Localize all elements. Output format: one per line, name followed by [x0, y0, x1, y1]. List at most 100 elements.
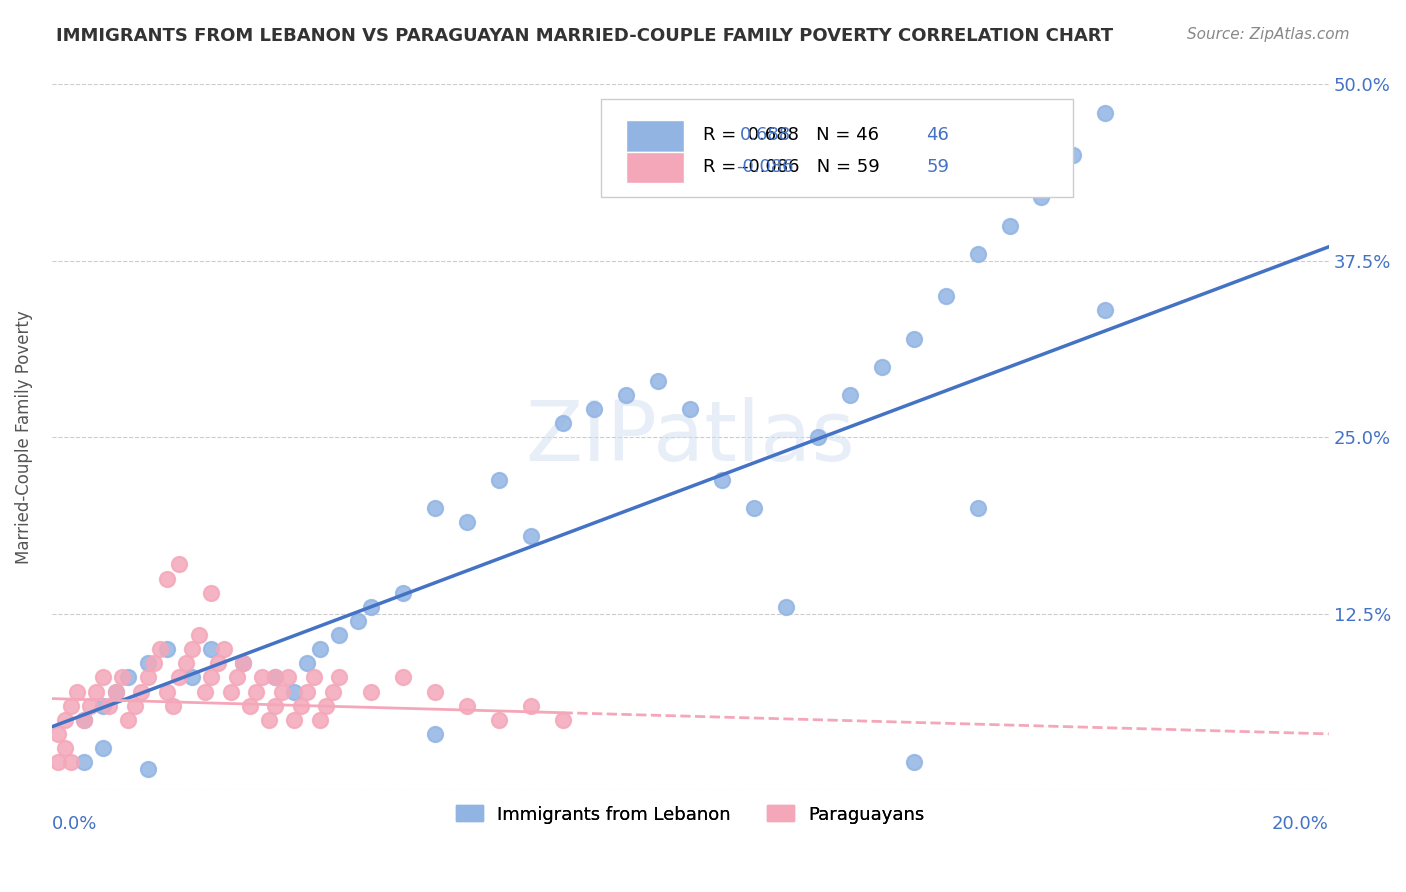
Point: [59, 698, 82, 713]
Point: [232, 657, 254, 671]
Point: [966, 500, 988, 515]
Point: [86, 684, 108, 698]
Point: [66, 684, 89, 698]
Point: [200, 670, 222, 684]
Point: [519, 698, 541, 713]
Point: [1062, 148, 1084, 162]
Point: [264, 670, 287, 684]
Point: [309, 713, 332, 727]
Point: [551, 713, 574, 727]
Point: [91, 741, 114, 756]
Point: [711, 473, 734, 487]
Point: [200, 642, 222, 657]
Point: [200, 585, 222, 599]
Point: [264, 698, 287, 713]
Point: [117, 713, 139, 727]
Text: 46: 46: [927, 127, 949, 145]
Point: [187, 628, 209, 642]
Text: Source: ZipAtlas.com: Source: ZipAtlas.com: [1187, 27, 1350, 42]
Point: [181, 670, 204, 684]
Point: [583, 402, 606, 417]
Point: [322, 684, 344, 698]
Text: 0.688: 0.688: [740, 127, 792, 145]
Point: [162, 698, 184, 713]
Point: [226, 670, 249, 684]
Point: [46, 755, 69, 769]
Point: [149, 642, 172, 657]
Point: [98, 698, 121, 713]
Point: [53, 713, 76, 727]
Point: [423, 684, 446, 698]
Point: [53, 741, 76, 756]
Point: [91, 670, 114, 684]
Point: [91, 698, 114, 713]
Point: [392, 670, 415, 684]
Point: [519, 529, 541, 543]
FancyBboxPatch shape: [627, 120, 683, 152]
Point: [73, 713, 96, 727]
Point: [647, 374, 669, 388]
Point: [315, 698, 337, 713]
Text: 20.0%: 20.0%: [1272, 815, 1329, 833]
Point: [257, 713, 280, 727]
Point: [283, 713, 305, 727]
Point: [73, 755, 96, 769]
FancyBboxPatch shape: [627, 152, 683, 183]
Text: -0.086: -0.086: [737, 158, 794, 176]
Text: 0.0%: 0.0%: [52, 815, 97, 833]
Point: [998, 219, 1021, 233]
Point: [79, 698, 101, 713]
Point: [73, 713, 96, 727]
Point: [456, 515, 478, 529]
Point: [775, 599, 797, 614]
Point: [252, 670, 274, 684]
Point: [156, 684, 179, 698]
Point: [169, 558, 191, 572]
Point: [807, 430, 830, 444]
Point: [239, 698, 262, 713]
Point: [111, 670, 134, 684]
Point: [742, 500, 765, 515]
Point: [104, 684, 127, 698]
Point: [207, 657, 229, 671]
Point: [59, 755, 82, 769]
Point: [117, 670, 139, 684]
Point: [616, 388, 638, 402]
Point: [295, 684, 318, 698]
Point: [264, 670, 287, 684]
Text: IMMIGRANTS FROM LEBANON VS PARAGUAYAN MARRIED-COUPLE FAMILY POVERTY CORRELATION : IMMIGRANTS FROM LEBANON VS PARAGUAYAN MA…: [56, 27, 1114, 45]
Point: [679, 402, 702, 417]
Point: [295, 657, 318, 671]
Point: [302, 670, 325, 684]
Point: [283, 684, 305, 698]
Point: [156, 642, 179, 657]
Point: [392, 585, 415, 599]
Point: [1094, 105, 1116, 120]
Point: [174, 657, 197, 671]
Point: [309, 642, 332, 657]
Point: [270, 684, 292, 698]
Point: [156, 572, 179, 586]
Point: [360, 684, 382, 698]
Point: [456, 698, 478, 713]
Text: ZIPatlas: ZIPatlas: [526, 397, 855, 478]
Point: [347, 614, 370, 628]
Point: [360, 599, 382, 614]
Text: 59: 59: [927, 158, 949, 176]
Point: [104, 684, 127, 698]
Point: [488, 473, 510, 487]
Point: [488, 713, 510, 727]
Point: [328, 670, 350, 684]
Point: [551, 417, 574, 431]
Point: [838, 388, 860, 402]
Point: [328, 628, 350, 642]
Point: [966, 247, 988, 261]
Point: [194, 684, 217, 698]
Point: [46, 727, 69, 741]
Point: [245, 684, 267, 698]
Point: [290, 698, 312, 713]
Point: [1094, 303, 1116, 318]
Point: [129, 684, 152, 698]
Point: [136, 657, 159, 671]
FancyBboxPatch shape: [600, 98, 1073, 197]
